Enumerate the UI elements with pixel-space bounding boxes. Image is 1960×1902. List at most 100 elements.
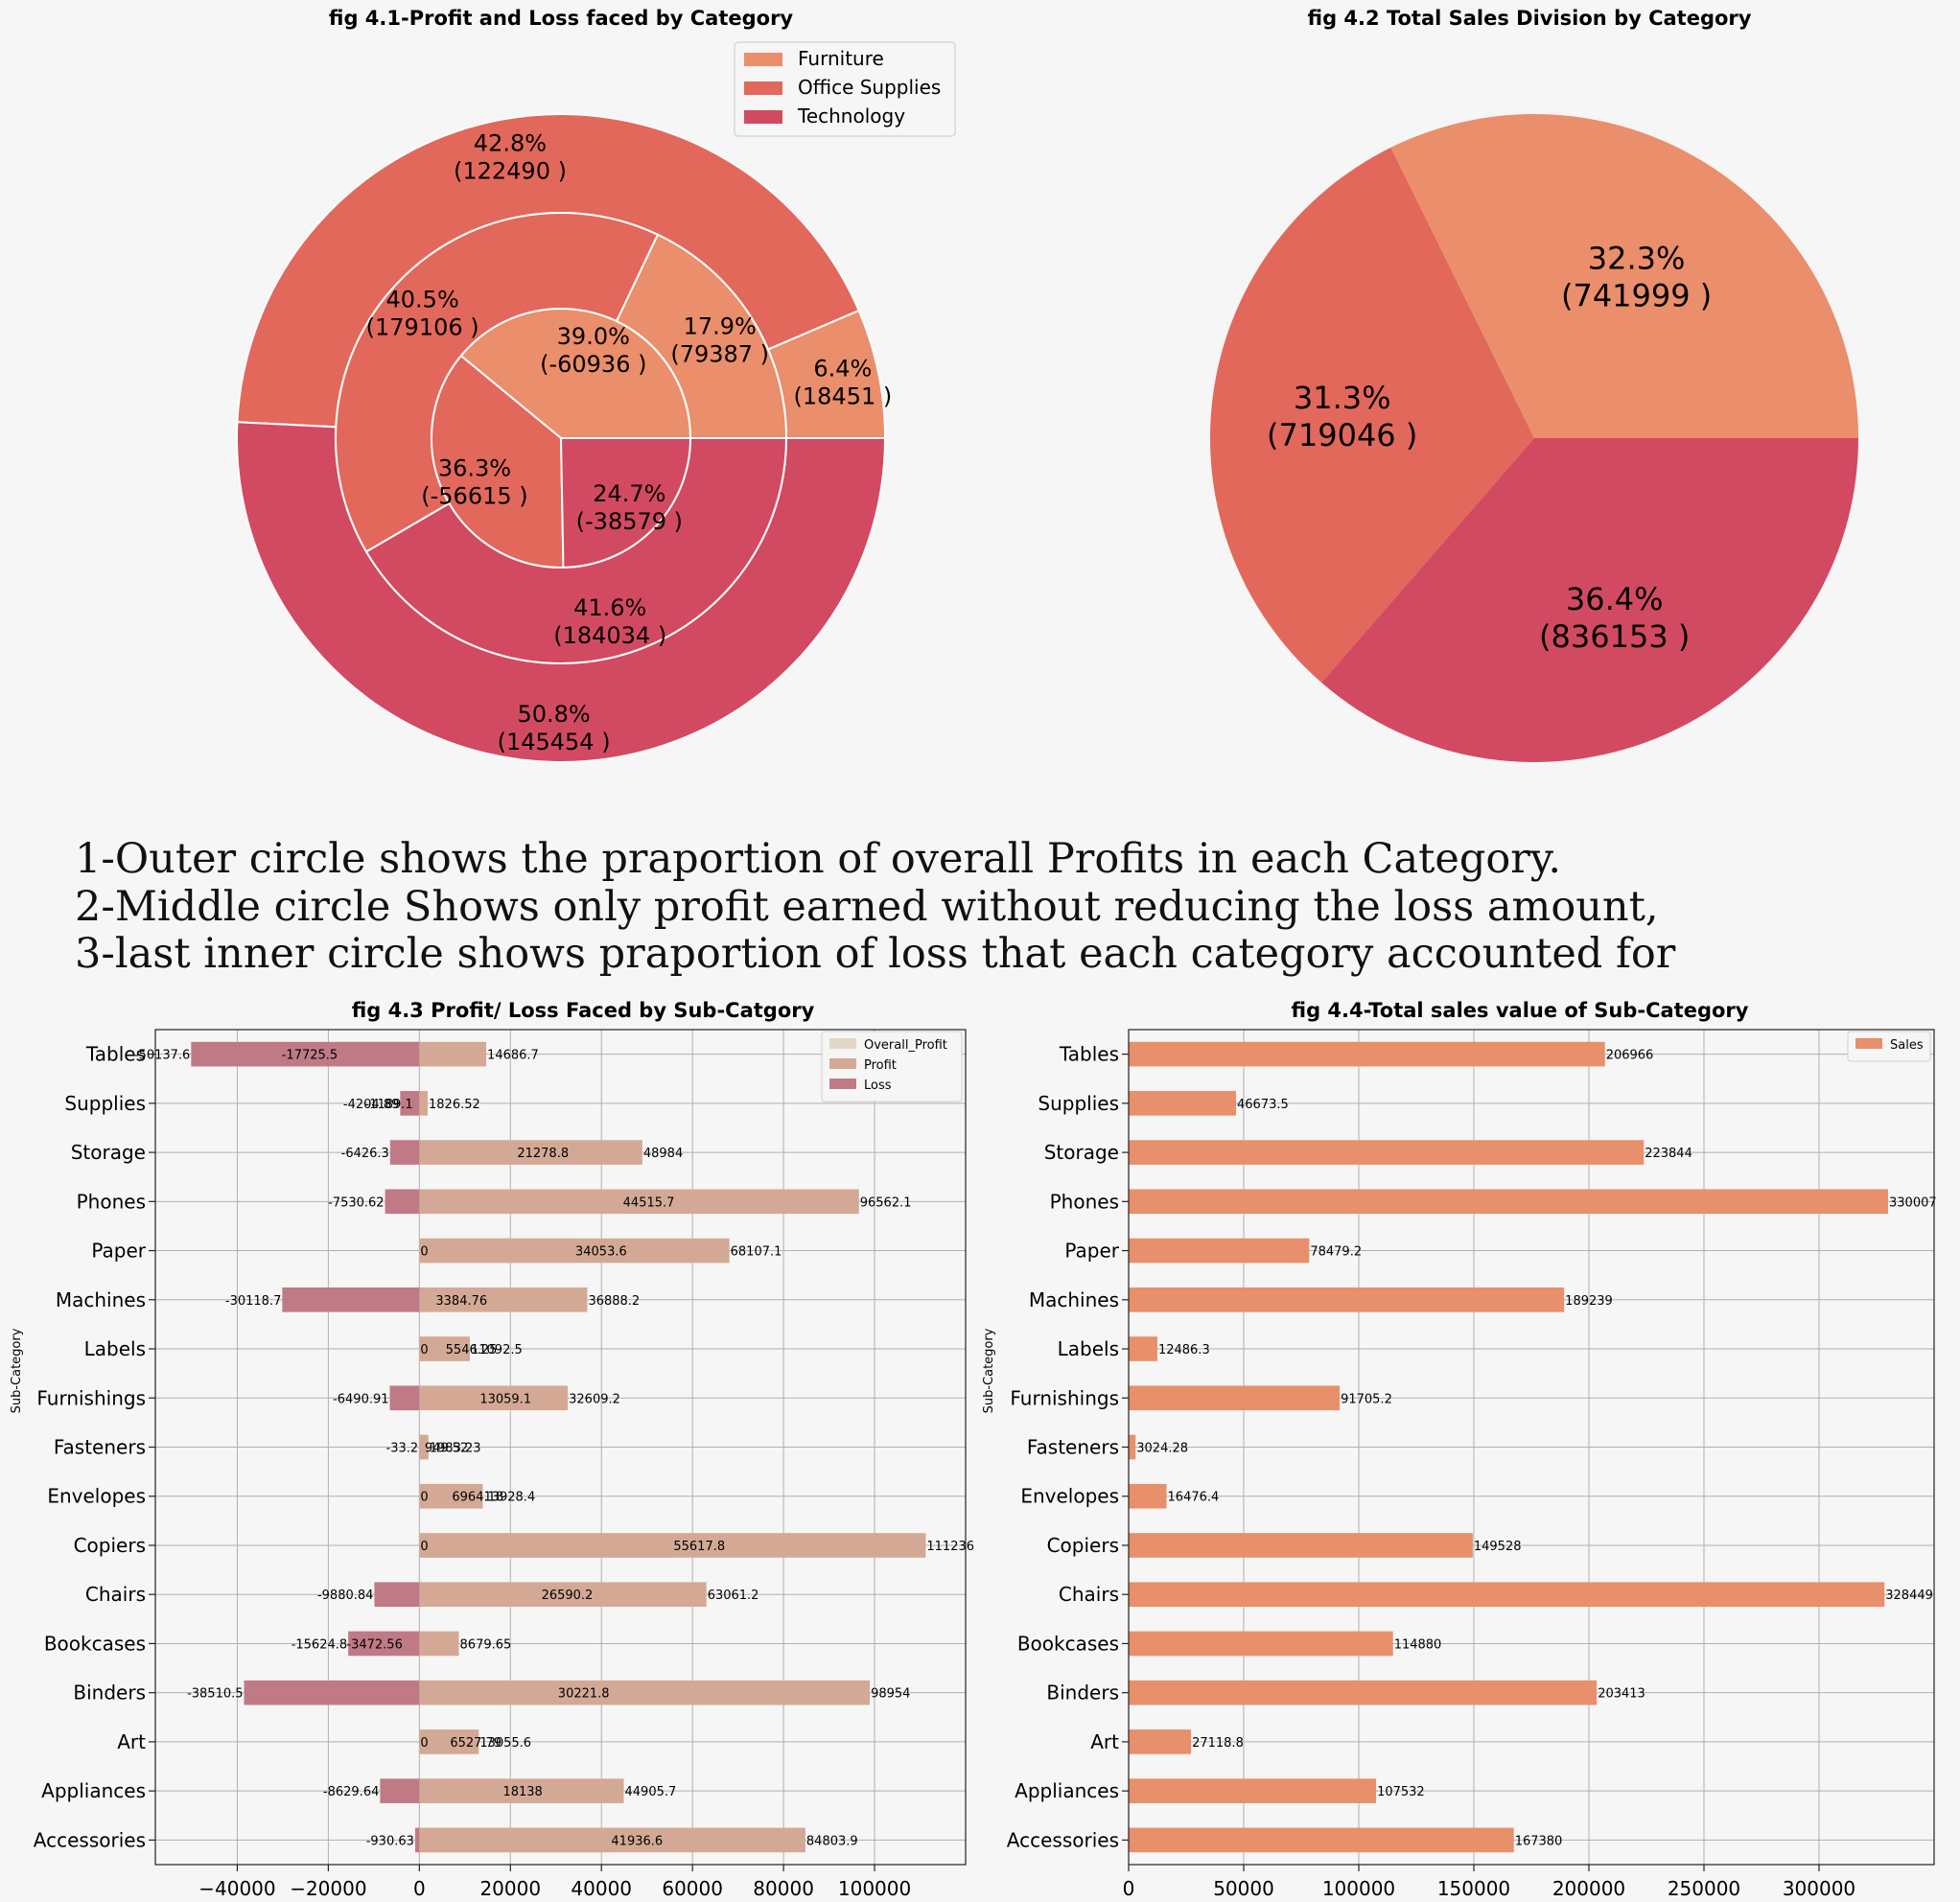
bar-loss-accessories bbox=[414, 1827, 420, 1853]
y-tick-label: Labels bbox=[1058, 1337, 1119, 1360]
bar-value-label: 149528 bbox=[1474, 1540, 1522, 1554]
bar-value-label: 41936.6 bbox=[611, 1834, 663, 1848]
y-tick-label: Machines bbox=[1029, 1288, 1119, 1311]
bar-loss-binders bbox=[244, 1680, 420, 1705]
x-tick-label: 150000 bbox=[1437, 1877, 1510, 1900]
bar-value-label: -8629.64 bbox=[323, 1785, 379, 1799]
legend-entry: Overall_Profit bbox=[864, 1038, 947, 1053]
bar-profit-tables bbox=[419, 1041, 487, 1067]
bar-value-label: -1189.1 bbox=[365, 1098, 413, 1112]
slice-value-label: (145454 ) bbox=[498, 729, 611, 755]
slice-percent-label: 17.9% bbox=[684, 313, 757, 339]
bar-profit-bookcases bbox=[419, 1631, 459, 1657]
pie-slice-inner-0 bbox=[459, 308, 692, 439]
slice-percent-label: 41.6% bbox=[573, 594, 646, 621]
bar-value-label: 16476.4 bbox=[1168, 1491, 1220, 1505]
bar-loss-tables bbox=[191, 1041, 420, 1067]
bar-plot: 206966 46673.5 223844 330007 78479.2 189239 12… bbox=[1007, 1029, 1937, 1900]
slice-value-label: (-38579 ) bbox=[576, 508, 683, 535]
bar-value-label: 14686.7 bbox=[487, 1049, 539, 1063]
bar-value-label: 206966 bbox=[1606, 1049, 1654, 1063]
bar-value-label: 48984 bbox=[643, 1147, 683, 1161]
bar-value-label: 11092.5 bbox=[471, 1343, 523, 1357]
x-tick-label: 50000 bbox=[1213, 1877, 1274, 1900]
bar-value-label: 8679.65 bbox=[460, 1637, 512, 1652]
bar-value-label: -15624.8 bbox=[292, 1637, 347, 1652]
bar-value-label: 12486.3 bbox=[1158, 1343, 1210, 1357]
bar-value-label: 32609.2 bbox=[569, 1392, 620, 1406]
bar-value-label: -6426.3 bbox=[341, 1147, 389, 1161]
bar-value-label: 111236 bbox=[926, 1540, 974, 1554]
bar-value-label: 27118.8 bbox=[1192, 1736, 1244, 1751]
slice-percent-label: 32.3% bbox=[1588, 240, 1686, 276]
bar-value-label: 949.52 bbox=[425, 1442, 469, 1456]
legend-entry: Loss bbox=[864, 1079, 892, 1093]
y-tick-label: Chairs bbox=[85, 1583, 146, 1606]
y-tick-label: Envelopes bbox=[47, 1485, 146, 1508]
slice-percent-label: 39.0% bbox=[557, 323, 630, 350]
bar-sales-binders bbox=[1129, 1680, 1598, 1705]
y-tick-label: Art bbox=[1090, 1730, 1119, 1753]
bar-value-label: 0 bbox=[420, 1540, 428, 1554]
bar-value-label: 46673.5 bbox=[1237, 1098, 1289, 1112]
bar-value-label: 6527.79 bbox=[450, 1736, 502, 1751]
pie-slice-2 bbox=[1321, 438, 1858, 762]
bar-sales-bookcases bbox=[1129, 1631, 1393, 1657]
y-tick-label: Storage bbox=[71, 1141, 146, 1164]
bar-value-label: 5546.25 bbox=[446, 1343, 498, 1357]
x-tick-label: −40000 bbox=[198, 1877, 275, 1900]
y-tick-label: Paper bbox=[1064, 1240, 1119, 1263]
bar-value-label: 84803.9 bbox=[806, 1834, 858, 1848]
y-tick-label: Copiers bbox=[1047, 1534, 1119, 1557]
explanation-note: 1-Outer circle shows the praportion of o… bbox=[75, 835, 1954, 979]
bar-profit-machines bbox=[419, 1287, 588, 1312]
chart-title: fig 4.3 Profit/ Loss Faced by Sub-Catgor… bbox=[352, 999, 815, 1022]
legend-swatch bbox=[829, 1038, 856, 1049]
bar-loss-machines bbox=[282, 1287, 420, 1312]
bar-value-label: 36888.2 bbox=[588, 1294, 640, 1309]
bar-value-label: -30118.7 bbox=[225, 1294, 281, 1309]
legend-swatch bbox=[829, 1079, 856, 1089]
y-tick-label: Chairs bbox=[1059, 1583, 1119, 1606]
y-tick-label: Fasteners bbox=[54, 1436, 146, 1459]
bar-sales-accessories bbox=[1129, 1827, 1514, 1853]
y-tick-label: Envelopes bbox=[1020, 1485, 1119, 1508]
bar-value-label: -3472.56 bbox=[346, 1637, 402, 1652]
legend-swatch bbox=[744, 81, 782, 95]
slice-value-label: (741999 ) bbox=[1561, 277, 1712, 313]
bar-value-label: 13055.6 bbox=[479, 1736, 531, 1751]
pie-slice-0 bbox=[1390, 114, 1858, 439]
y-tick-label: Bookcases bbox=[44, 1632, 146, 1655]
y-tick-label: Copiers bbox=[74, 1534, 146, 1557]
bar-value-label: 44515.7 bbox=[623, 1195, 675, 1210]
bar-sales-supplies bbox=[1129, 1091, 1237, 1116]
bar-sales-fasteners bbox=[1129, 1434, 1136, 1460]
bar-profit-accessories bbox=[419, 1827, 805, 1853]
x-tick-label: 100000 bbox=[1322, 1877, 1395, 1900]
bar-value-label: 0 bbox=[420, 1245, 428, 1260]
x-tick-label: 80000 bbox=[753, 1877, 814, 1900]
y-tick-label: Accessories bbox=[34, 1828, 146, 1851]
bar-profit-chairs bbox=[419, 1582, 707, 1608]
bar-value-label: -17725.5 bbox=[282, 1049, 338, 1063]
y-tick-label: Art bbox=[117, 1730, 146, 1753]
bar-profit-furnishings bbox=[419, 1385, 569, 1411]
legend-swatch bbox=[744, 53, 782, 66]
bar-value-label: 96562.1 bbox=[860, 1195, 912, 1210]
x-tick-label: 60000 bbox=[662, 1877, 723, 1900]
chart-profit-loss-by-category: fig 4.1-Profit and Loss faced by Categor… bbox=[236, 7, 956, 763]
bar-value-label: 114880 bbox=[1394, 1637, 1442, 1652]
slice-value-label: (122490 ) bbox=[454, 158, 567, 185]
y-tick-label: Fasteners bbox=[1027, 1436, 1119, 1459]
y-axis-label: Sub-Category bbox=[10, 1328, 24, 1413]
legend-entry: Technology bbox=[797, 104, 905, 128]
slice-percent-label: 36.4% bbox=[1566, 581, 1664, 617]
bar-value-label: 30221.8 bbox=[558, 1687, 610, 1702]
slice-percent-label: 36.3% bbox=[438, 454, 511, 481]
bar-value-label: 0 bbox=[420, 1343, 428, 1357]
x-tick-label: 0 bbox=[413, 1877, 426, 1900]
bar-value-label: 1826.52 bbox=[429, 1098, 480, 1112]
x-tick-label: 300000 bbox=[1783, 1877, 1855, 1900]
legend-frame bbox=[821, 1031, 963, 1102]
